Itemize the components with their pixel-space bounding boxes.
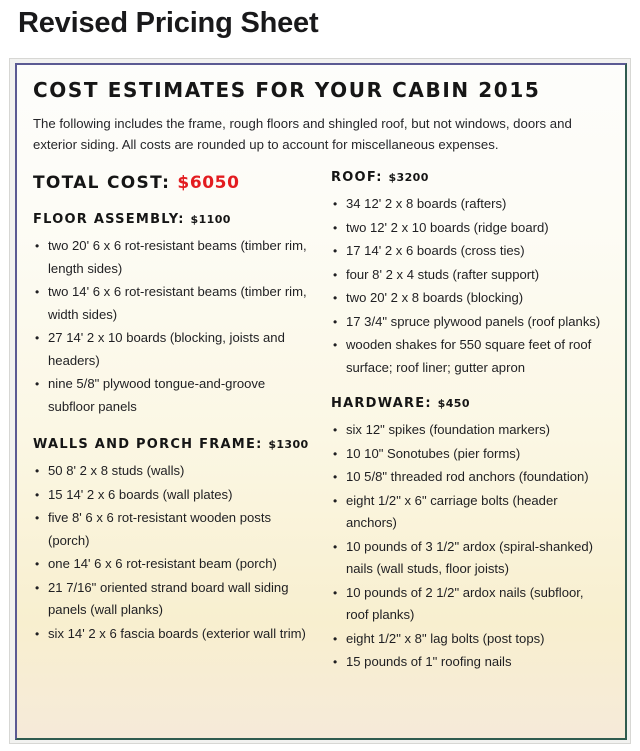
section-title: WALLS AND PORCH FRAME:	[33, 437, 263, 452]
page-title: Revised Pricing Sheet	[18, 7, 319, 39]
section-hardware: HARDWARE: $450 six 12" spikes (foundatio…	[331, 395, 609, 674]
section-heading: ROOF: $3200	[331, 169, 609, 186]
cost-estimate-panel: COST ESTIMATES FOR YOUR CABIN 2015 The f…	[15, 63, 627, 740]
total-cost-label: TOTAL COST:	[33, 173, 171, 193]
right-column: ROOF: $3200 34 12' 2 x 8 boards (rafters…	[331, 169, 609, 692]
list-item: 10 pounds of 3 1/2" ardox (spiral-shanke…	[331, 536, 609, 581]
section-amount: $450	[437, 397, 470, 410]
section-roof: ROOF: $3200 34 12' 2 x 8 boards (rafters…	[331, 169, 609, 379]
list-item: four 8' 2 x 4 studs (rafter support)	[331, 264, 609, 287]
left-column: TOTAL COST: $6050 FLOOR ASSEMBLY: $1100 …	[33, 169, 313, 692]
list-item: 15 14' 2 x 6 boards (wall plates)	[33, 484, 313, 507]
list-item: nine 5/8" plywood tongue-and-groove subf…	[33, 373, 313, 418]
list-item: 27 14' 2 x 10 boards (blocking, joists a…	[33, 327, 313, 372]
list-item: two 12' 2 x 10 boards (ridge board)	[331, 217, 609, 240]
list-item: one 14' 6 x 6 rot-resistant beam (porch)	[33, 553, 313, 576]
list-item: two 14' 6 x 6 rot-resistant beams (timbe…	[33, 281, 313, 326]
section-heading: HARDWARE: $450	[331, 395, 609, 412]
section-heading: WALLS AND PORCH FRAME: $1300	[33, 436, 313, 453]
list-item: 15 pounds of 1" roofing nails	[331, 651, 609, 674]
section-item-list: 50 8' 2 x 8 studs (walls) 15 14' 2 x 6 b…	[33, 460, 313, 645]
list-item: 17 3/4" spruce plywood panels (roof plan…	[331, 311, 609, 334]
section-heading: FLOOR ASSEMBLY: $1100	[33, 211, 313, 228]
columns-wrapper: TOTAL COST: $6050 FLOOR ASSEMBLY: $1100 …	[33, 169, 609, 692]
section-item-list: six 12" spikes (foundation markers) 10 1…	[331, 419, 609, 674]
list-item: six 12" spikes (foundation markers)	[331, 419, 609, 442]
total-cost-amount: $6050	[177, 173, 240, 193]
list-item: two 20' 6 x 6 rot-resistant beams (timbe…	[33, 235, 313, 280]
section-floor-assembly: FLOOR ASSEMBLY: $1100 two 20' 6 x 6 rot-…	[33, 211, 313, 418]
list-item: 34 12' 2 x 8 boards (rafters)	[331, 193, 609, 216]
section-title: FLOOR ASSEMBLY:	[33, 212, 185, 227]
list-item: 17 14' 2 x 6 boards (cross ties)	[331, 240, 609, 263]
section-amount: $1300	[268, 438, 309, 451]
section-amount: $3200	[388, 171, 429, 184]
list-item: six 14' 2 x 6 fascia boards (exterior wa…	[33, 623, 313, 646]
cost-estimate-panel-frame: COST ESTIMATES FOR YOUR CABIN 2015 The f…	[9, 58, 631, 744]
panel-heading: COST ESTIMATES FOR YOUR CABIN 2015	[33, 78, 541, 102]
list-item: 21 7/16" oriented strand board wall sidi…	[33, 577, 313, 622]
list-item: 10 10" Sonotubes (pier forms)	[331, 443, 609, 466]
section-title: ROOF:	[330, 170, 383, 185]
list-item: five 8' 6 x 6 rot-resistant wooden posts…	[33, 507, 313, 552]
list-item: 10 5/8" threaded rod anchors (foundation…	[331, 466, 609, 489]
total-cost-line: TOTAL COST: $6050	[33, 173, 313, 193]
list-item: 50 8' 2 x 8 studs (walls)	[33, 460, 313, 483]
list-item: 10 pounds of 2 1/2" ardox nails (subfloo…	[331, 582, 609, 627]
list-item: two 20' 2 x 8 boards (blocking)	[331, 287, 609, 310]
section-title: HARDWARE:	[330, 396, 432, 411]
section-item-list: 34 12' 2 x 8 boards (rafters) two 12' 2 …	[331, 193, 609, 379]
section-amount: $1100	[190, 213, 231, 226]
list-item: eight 1/2" x 6" carriage bolts (header a…	[331, 490, 609, 535]
section-item-list: two 20' 6 x 6 rot-resistant beams (timbe…	[33, 235, 313, 418]
list-item: wooden shakes for 550 square feet of roo…	[331, 334, 609, 379]
section-walls-and-porch-frame: WALLS AND PORCH FRAME: $1300 50 8' 2 x 8…	[33, 436, 313, 645]
list-item: eight 1/2" x 8" lag bolts (post tops)	[331, 628, 609, 651]
intro-paragraph: The following includes the frame, rough …	[33, 116, 572, 152]
